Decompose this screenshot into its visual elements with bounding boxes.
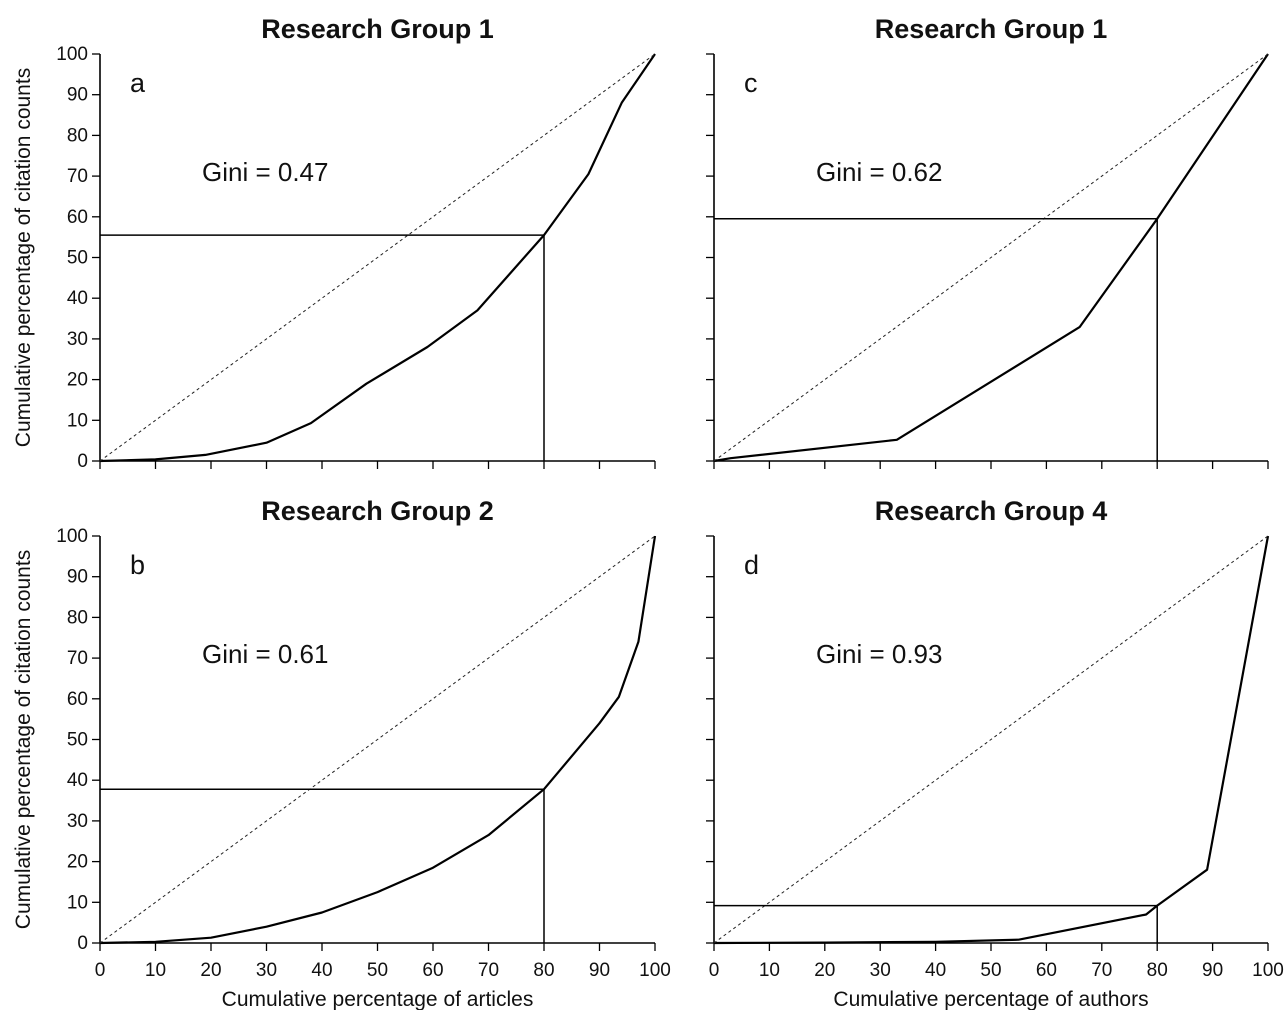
panel-letter: b: [130, 550, 145, 580]
y-tick-label: 20: [67, 370, 88, 391]
x-tick-label: 30: [256, 960, 277, 981]
x-tick-label: 80: [533, 960, 554, 981]
x-axis-label: Cumulative percentage of authors: [833, 988, 1148, 1010]
panel-title: Research Group 1: [875, 14, 1108, 44]
y-tick-label: 100: [56, 526, 88, 547]
gini-annotation: Gini = 0.93: [816, 639, 942, 669]
y-tick-label: 60: [67, 689, 88, 710]
x-tick-label: 70: [1091, 960, 1112, 981]
gini-annotation: Gini = 0.61: [202, 639, 328, 669]
x-tick-label: 80: [1147, 960, 1168, 981]
panel-title: Research Group 1: [261, 14, 494, 44]
lorenz-curve: [99, 535, 657, 945]
y-tick-label: 90: [67, 567, 88, 588]
x-tick-label: 0: [709, 960, 720, 981]
lorenz-curve: [713, 53, 1269, 463]
lorenz-curve: [99, 53, 656, 463]
y-tick-label: 50: [67, 730, 88, 751]
x-tick-label: 20: [200, 960, 221, 981]
y-tick-label: 70: [67, 648, 88, 669]
y-axis-label: Cumulative percentage of citation counts: [12, 550, 35, 929]
y-tick-label: 20: [67, 852, 88, 873]
x-tick-label: 90: [589, 960, 610, 981]
eighty-percent-marker: [714, 218, 1158, 461]
y-tick-label: 0: [77, 451, 88, 472]
x-tick-label: 50: [980, 960, 1001, 981]
x-tick-label: 100: [639, 960, 671, 981]
y-tick-label: 40: [67, 288, 88, 309]
lorenz-curve: [713, 535, 1270, 945]
panel-letter: d: [744, 550, 759, 580]
panel-d: Research Group 4 0 10 20 30 40 50 60 70 80 90 100 Cu…: [706, 496, 1284, 1010]
y-tick-label: 50: [67, 248, 88, 269]
x-tick-label: 60: [422, 960, 443, 981]
x-tick-label: 50: [367, 960, 388, 981]
y-tick-label: 40: [67, 770, 88, 791]
panel-title: Research Group 2: [261, 496, 494, 526]
eighty-percent-marker: [714, 904, 1158, 943]
x-tick-label: 60: [1036, 960, 1057, 981]
y-tick-label: 80: [67, 607, 88, 628]
x-tick-label: 40: [925, 960, 946, 981]
y-tick-label: 60: [67, 207, 88, 228]
x-tick-label: 0: [95, 960, 106, 981]
x-tick-label: 70: [478, 960, 499, 981]
equality-line: [99, 53, 656, 462]
panel-letter: c: [744, 68, 758, 98]
x-tick-label: 10: [759, 960, 780, 981]
x-tick-label: 40: [311, 960, 332, 981]
y-tick-label: 100: [56, 44, 88, 65]
y-tick-label: 70: [67, 166, 88, 187]
y-axis-label: Cumulative percentage of citation counts: [12, 68, 35, 447]
y-tick-label: 10: [67, 410, 88, 431]
panel-c: Research Group 1 c Gini = 0.62: [706, 14, 1269, 469]
x-tick-label: 100: [1252, 960, 1284, 981]
y-tick-label: 90: [67, 85, 88, 106]
equality-line: [99, 535, 656, 944]
eighty-percent-marker: [100, 234, 545, 461]
panel-a: Research Group 1 0 10 20 30 40 50 60 70 80 90 100 Cu…: [12, 14, 656, 472]
eighty-percent-marker: [100, 788, 545, 943]
panel-b: Research Group 2 0 10 20 30 40 50 60 70 80 90 100 0 1…: [12, 496, 671, 1010]
gini-annotation: Gini = 0.62: [816, 157, 942, 187]
y-tick-label: 30: [67, 329, 88, 350]
equality-line: [713, 535, 1269, 944]
equality-line: [713, 53, 1269, 462]
y-tick-label: 80: [67, 125, 88, 146]
y-tick-label: 30: [67, 811, 88, 832]
x-tick-label: 20: [814, 960, 835, 981]
y-tick-label: 0: [77, 933, 88, 954]
x-axis-label: Cumulative percentage of articles: [222, 988, 534, 1010]
gini-annotation: Gini = 0.47: [202, 157, 328, 187]
panel-title: Research Group 4: [875, 496, 1108, 526]
y-tick-label: 10: [67, 892, 88, 913]
x-tick-label: 10: [145, 960, 166, 981]
x-tick-label: 30: [870, 960, 891, 981]
x-tick-label: 90: [1202, 960, 1223, 981]
panel-letter: a: [130, 68, 146, 98]
